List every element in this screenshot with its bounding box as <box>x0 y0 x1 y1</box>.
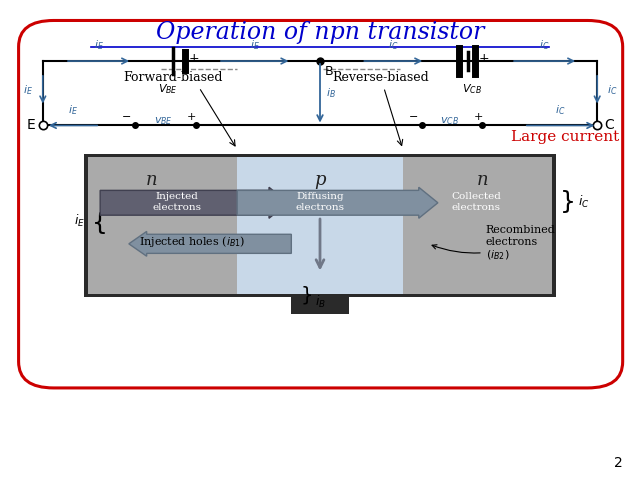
Text: Large current: Large current <box>511 131 620 144</box>
Text: $i_C$: $i_C$ <box>607 83 617 96</box>
FancyArrow shape <box>100 187 288 218</box>
Text: p: p <box>314 171 326 189</box>
FancyArrow shape <box>237 187 438 218</box>
Text: Operation of npn transistor: Operation of npn transistor <box>156 21 484 44</box>
Text: $i_E$: $i_E$ <box>93 39 104 52</box>
FancyBboxPatch shape <box>403 157 552 294</box>
Text: $i_C$: $i_C$ <box>540 39 550 52</box>
Text: $V_{BE}$: $V_{BE}$ <box>159 83 179 96</box>
Text: +: + <box>474 112 483 122</box>
Text: }: } <box>560 190 576 214</box>
Text: $i_E$: $i_E$ <box>23 83 33 96</box>
Text: $i_B$: $i_B$ <box>326 86 336 100</box>
Text: $v_{CB}$: $v_{CB}$ <box>440 115 459 127</box>
Text: −: − <box>122 112 131 122</box>
Text: Collected
electrons: Collected electrons <box>451 192 501 212</box>
FancyBboxPatch shape <box>88 157 237 294</box>
Text: $i_C$: $i_C$ <box>388 39 399 52</box>
Text: +: + <box>187 112 196 122</box>
Text: Diffusing
electrons: Diffusing electrons <box>296 192 344 212</box>
FancyArrow shape <box>129 231 291 256</box>
Text: }: } <box>301 285 314 304</box>
Text: E: E <box>27 119 36 132</box>
Text: {: { <box>92 211 108 235</box>
Text: n: n <box>477 171 488 189</box>
Text: −: − <box>408 112 418 122</box>
Text: +: + <box>479 52 490 65</box>
Text: Reverse-biased: Reverse-biased <box>332 71 429 84</box>
Text: n: n <box>145 171 157 189</box>
Text: Injected
electrons: Injected electrons <box>152 192 201 212</box>
Text: $i_E$: $i_E$ <box>250 39 260 52</box>
Text: $i_C$: $i_C$ <box>578 194 589 210</box>
Text: Recombined
electrons
$(i_{B2})$: Recombined electrons $(i_{B2})$ <box>432 225 556 263</box>
Text: $i_E$: $i_E$ <box>74 213 84 229</box>
Text: 2: 2 <box>614 456 623 470</box>
Text: $v_{BE}$: $v_{BE}$ <box>154 115 173 127</box>
Text: +: + <box>189 52 199 65</box>
Text: $i_E$: $i_E$ <box>68 103 78 117</box>
Text: $V_{CB}$: $V_{CB}$ <box>461 83 482 96</box>
Text: Injected holes ($i_{B1}$): Injected holes ($i_{B1}$) <box>140 234 246 250</box>
Text: C: C <box>604 119 614 132</box>
Text: B: B <box>325 65 333 78</box>
Text: $i_C$: $i_C$ <box>556 103 566 117</box>
FancyBboxPatch shape <box>237 157 403 294</box>
Text: Forward-biased: Forward-biased <box>124 71 223 84</box>
Text: $i_B$: $i_B$ <box>314 294 326 310</box>
FancyBboxPatch shape <box>291 296 349 314</box>
FancyBboxPatch shape <box>84 154 556 297</box>
